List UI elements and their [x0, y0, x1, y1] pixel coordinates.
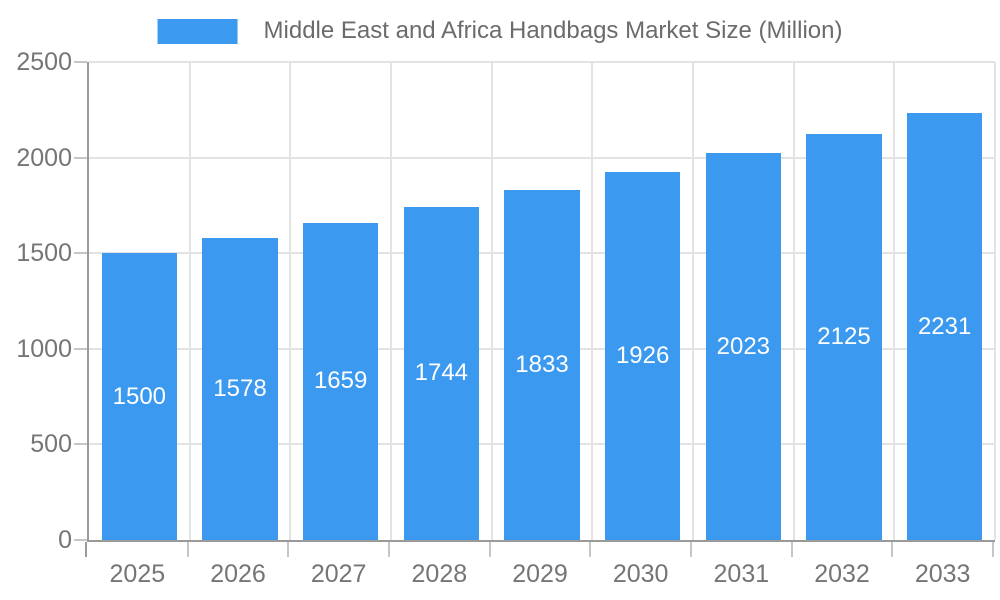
bar-2030: 1926	[604, 171, 681, 540]
v-gridline	[792, 62, 795, 540]
h-gridline-2500	[89, 61, 995, 63]
legend-label: Middle East and Africa Handbags Market S…	[263, 17, 843, 44]
x-tick-mark	[891, 542, 894, 557]
v-gridline	[390, 62, 392, 540]
x-axis-label-2025: 2025	[109, 560, 166, 588]
v-gridline	[289, 62, 292, 540]
legend-swatch	[157, 18, 238, 44]
y-tick-mark	[74, 156, 87, 159]
bar-2025: 1500	[101, 253, 178, 540]
v-gridline	[188, 62, 191, 540]
x-tick-mark	[287, 542, 290, 557]
bar-value-label: 1833	[515, 350, 569, 378]
bar-value-label: 1744	[414, 359, 469, 387]
bar-2032: 2125	[806, 133, 882, 540]
x-tick-mark	[992, 542, 994, 557]
bar-2033: 2231	[906, 113, 983, 540]
bar-2029: 1833	[504, 189, 580, 540]
x-axis-label-2033: 2033	[914, 560, 971, 588]
x-axis-label-2026: 2026	[210, 560, 266, 588]
x-tick-mark	[690, 542, 692, 557]
bar-value-label: 1578	[213, 375, 267, 403]
y-tick-label-1500: 1500	[16, 239, 72, 268]
y-tick-mark	[74, 443, 87, 446]
x-axis-label-2028: 2028	[411, 560, 468, 588]
bar-value-label: 2125	[817, 322, 871, 350]
x-tick-mark	[186, 542, 189, 557]
y-tick-label-0: 0	[58, 526, 72, 554]
x-axis-label-2027: 2027	[310, 560, 367, 588]
y-tick-label-2000: 2000	[16, 143, 72, 172]
y-tick-mark	[74, 252, 87, 255]
v-gridline	[893, 62, 896, 540]
x-tick-mark	[790, 542, 793, 557]
bar-2031: 2023	[705, 153, 782, 540]
y-tick-label-1000: 1000	[16, 334, 72, 363]
v-gridline	[994, 62, 996, 540]
x-axis-label-2031: 2031	[713, 560, 770, 588]
h-gridline-2000	[89, 156, 995, 159]
v-gridline	[692, 62, 694, 540]
y-tick-mark	[74, 347, 87, 350]
bar-value-label: 2023	[716, 332, 771, 360]
plot-area: 1500 1578 1659 1744 1833 1926 2023 2125 2231	[87, 61, 996, 542]
v-gridline	[490, 62, 493, 540]
bar-2028: 1744	[403, 206, 480, 540]
bar-value-label: 1659	[313, 367, 368, 395]
y-tick-label-2500: 2500	[16, 48, 72, 76]
x-tick-mark	[85, 542, 87, 557]
bar-2027: 1659	[302, 222, 379, 540]
x-axis-label-2032: 2032	[814, 560, 870, 588]
x-tick-mark	[388, 542, 390, 557]
x-tick-mark	[589, 542, 592, 557]
chart-legend: Middle East and Africa Handbags Market S…	[157, 17, 843, 45]
bar-value-label: 2231	[917, 312, 972, 340]
x-axis-label-2029: 2029	[512, 560, 568, 588]
x-tick-mark	[488, 542, 491, 557]
v-gridline	[591, 62, 594, 540]
x-axis-label-2030: 2030	[612, 560, 669, 588]
y-tick-mark	[74, 61, 87, 63]
y-tick-label-500: 500	[30, 430, 72, 459]
bar-2026: 1578	[202, 238, 278, 540]
bar-value-label: 1500	[112, 382, 167, 410]
y-tick-mark	[74, 539, 87, 541]
bar-value-label: 1926	[615, 341, 670, 369]
